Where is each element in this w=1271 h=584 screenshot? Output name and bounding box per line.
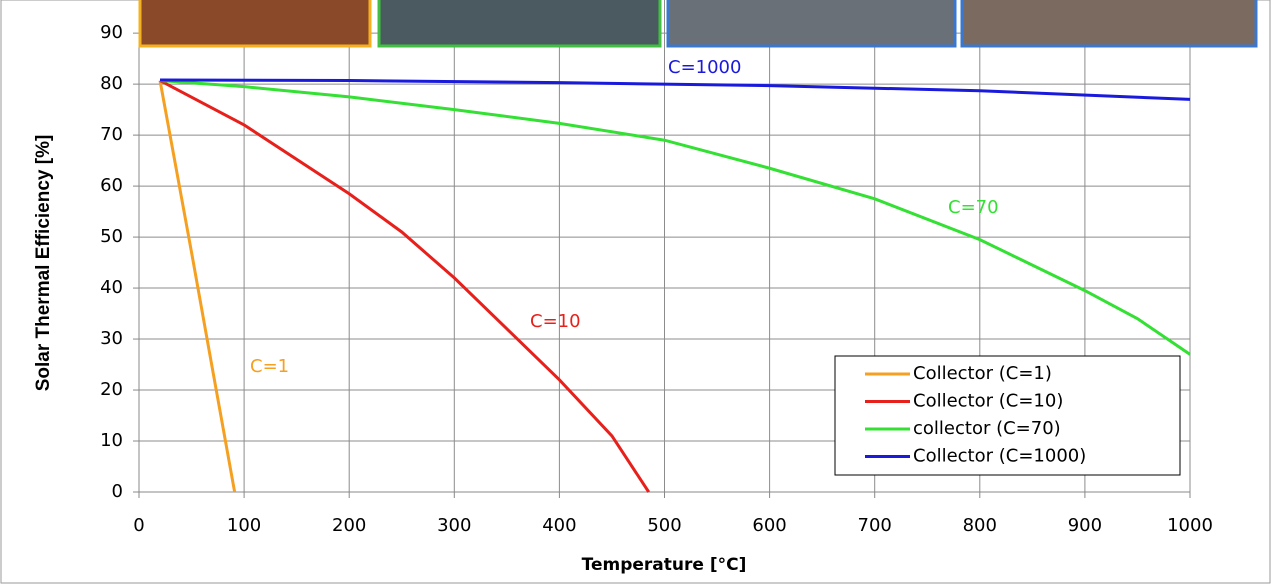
y-tick-label: 70: [100, 124, 123, 145]
annotation: C=1000: [668, 57, 741, 78]
y-axis-title: Solar Thermal Efficiency [%]: [33, 135, 54, 392]
x-tick-label: 900: [1068, 515, 1102, 536]
annotation: C=1: [250, 356, 289, 377]
x-tick-label: 700: [858, 515, 892, 536]
legend-label: Collector (C=1): [913, 363, 1052, 384]
photo: [960, 0, 1258, 48]
x-tick-label: 400: [542, 515, 576, 536]
series-line: [159, 79, 650, 493]
x-tick-label: 500: [647, 515, 681, 536]
x-tick-label: 100: [227, 515, 261, 536]
x-axis-title: Temperature [°C]: [582, 555, 747, 575]
y-tick-label: 30: [100, 328, 123, 349]
legend-label: Collector (C=10): [913, 391, 1063, 412]
y-tick-label: 60: [100, 175, 123, 196]
x-tick-label: 1000: [1167, 515, 1213, 536]
photo: [138, 0, 372, 48]
x-tick-label: 300: [437, 515, 471, 536]
legend-label: collector (C=70): [913, 418, 1061, 439]
photo: [666, 0, 957, 48]
annotation: C=10: [530, 311, 581, 332]
y-tick-label: 10: [100, 430, 123, 451]
y-tick-label: 50: [100, 226, 123, 247]
y-tick-label: 20: [100, 379, 123, 400]
legend-label: Collector (C=1000): [913, 446, 1086, 467]
series-line: [158, 80, 237, 493]
annotation: C=70: [948, 197, 999, 218]
x-tick-label: 800: [963, 515, 997, 536]
x-tick-label: 200: [332, 515, 366, 536]
y-tick-label: 40: [100, 277, 123, 298]
series-line: [159, 79, 1191, 356]
x-tick-label: 600: [752, 515, 786, 536]
y-tick-label: 90: [100, 22, 123, 43]
y-tick-label: 80: [100, 73, 123, 94]
x-tick-label: 0: [133, 515, 144, 536]
series-line: [160, 78, 1191, 101]
photo: [377, 0, 662, 48]
y-tick-label: 0: [112, 481, 123, 502]
